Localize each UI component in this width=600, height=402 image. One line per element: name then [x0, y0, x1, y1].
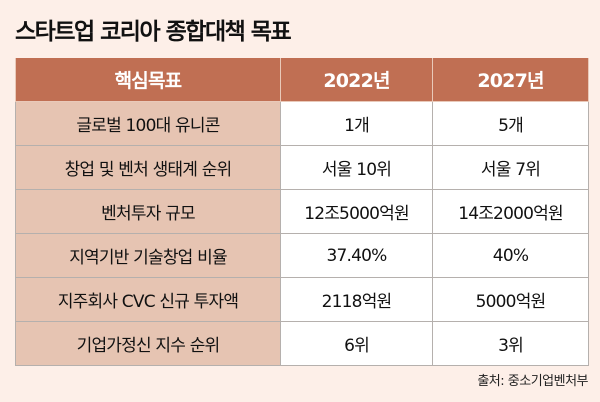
goal-cell: 벤처투자 규모: [15, 189, 281, 234]
table-row: 지주회사 CVC 신규 투자액 2118억원 5000억원: [15, 277, 589, 322]
value-2027-cell: 40%: [432, 233, 589, 278]
value-2022-cell: 12조5000억원: [280, 189, 433, 234]
value-2022-cell: 2118억원: [280, 277, 433, 322]
header-2027: 2027년: [432, 58, 589, 102]
goal-cell: 지주회사 CVC 신규 투자액: [15, 277, 281, 322]
value-2022-cell: 37.40%: [280, 233, 433, 278]
value-2027-cell: 서울 7위: [432, 145, 589, 190]
value-2027-cell: 3위: [432, 321, 589, 366]
value-2022-cell: 서울 10위: [280, 145, 433, 190]
goal-cell: 기업가정신 지수 순위: [15, 321, 281, 366]
goals-table: 핵심목표 2022년 2027년 글로벌 100대 유니콘 1개 5개 창업 및 벤처…: [15, 58, 589, 366]
goal-cell: 창업 및 벤처 생태계 순위: [15, 145, 281, 190]
value-2027-cell: 5개: [432, 101, 589, 146]
value-2022-cell: 6위: [280, 321, 433, 366]
source-note: 출처: 중소기업벤처부: [477, 374, 588, 389]
value-2027-cell: 14조2000억원: [432, 189, 589, 234]
table-row: 기업가정신 지수 순위 6위 3위: [15, 321, 589, 366]
header-goal: 핵심목표: [15, 58, 281, 102]
table-header-row: 핵심목표 2022년 2027년: [15, 58, 589, 102]
value-2022-cell: 1개: [280, 101, 433, 146]
table-row: 지역기반 기술창업 비율 37.40% 40%: [15, 233, 589, 278]
table-row: 벤처투자 규모 12조5000억원 14조2000억원: [15, 189, 589, 234]
value-2027-cell: 5000억원: [432, 277, 589, 322]
page-title: 스타트업 코리아 종합대책 목표: [15, 19, 292, 45]
table-row: 글로벌 100대 유니콘 1개 5개: [15, 101, 589, 146]
goal-cell: 글로벌 100대 유니콘: [15, 101, 281, 146]
goal-cell: 지역기반 기술창업 비율: [15, 233, 281, 278]
header-2022: 2022년: [280, 58, 433, 102]
table-row: 창업 및 벤처 생태계 순위 서울 10위 서울 7위: [15, 145, 589, 190]
